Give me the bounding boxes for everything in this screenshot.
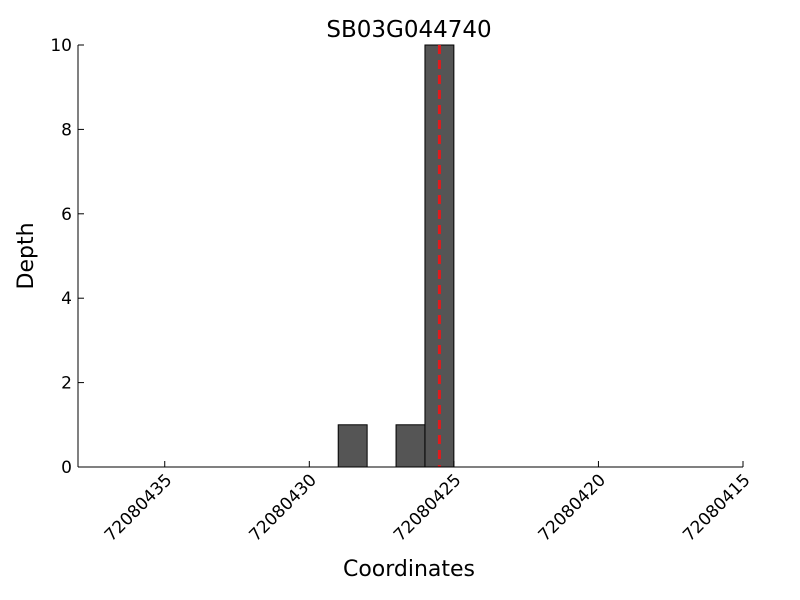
y-tick-label: 10 — [50, 36, 72, 56]
x-tick-label: 72080415 — [679, 470, 754, 545]
bar — [395, 424, 426, 468]
chart-title: SB03G044740 — [326, 17, 491, 43]
x-tick-label: 72080425 — [390, 470, 465, 545]
y-axis-label: Depth — [14, 222, 39, 289]
y-tick-label: 4 — [61, 289, 72, 309]
x-tick-label: 72080435 — [101, 470, 176, 545]
x-tick-label: 72080420 — [535, 470, 610, 545]
y-tick-label: 0 — [61, 458, 72, 478]
y-tick-label: 8 — [61, 120, 72, 140]
bar — [337, 424, 368, 468]
x-tick-label: 72080430 — [246, 470, 321, 545]
x-axis-label: Coordinates — [343, 557, 475, 582]
y-tick-label: 2 — [61, 374, 72, 394]
y-tick-label: 6 — [61, 205, 72, 225]
